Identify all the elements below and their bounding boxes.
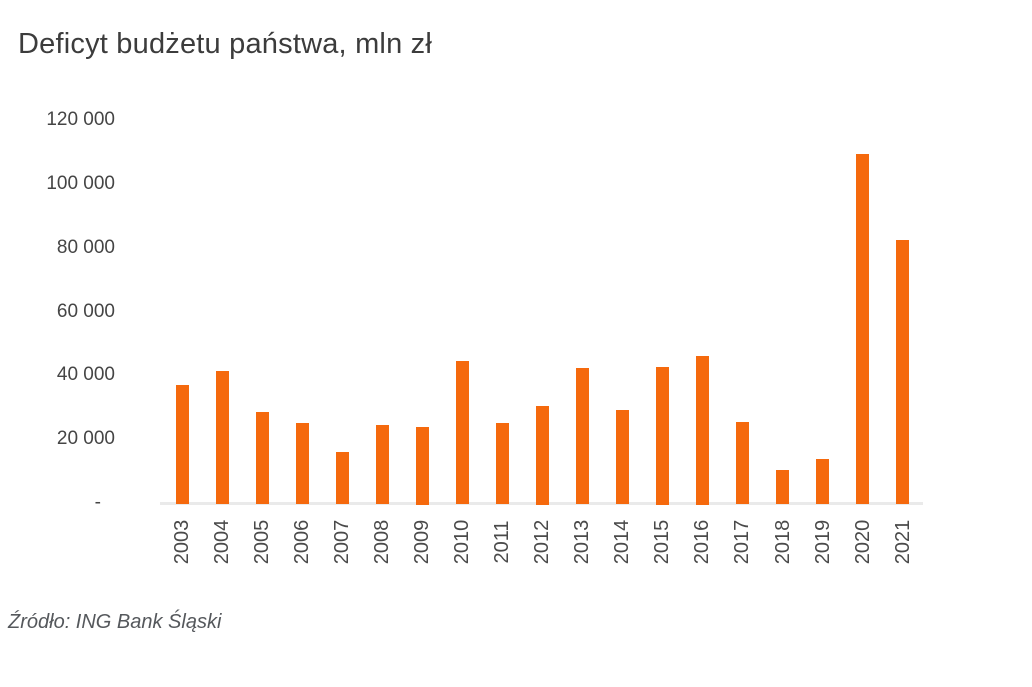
x-tick-label-2018: 2018 [771, 519, 794, 565]
y-tick-label-40000: 40 000 [56, 364, 115, 386]
bar-2006 [295, 422, 309, 505]
y-tick-label-60000: 60 000 [56, 300, 115, 322]
x-tick-label-2019: 2019 [811, 519, 834, 565]
bar-2009 [415, 427, 429, 505]
x-tick-label-2020: 2020 [851, 519, 874, 565]
x-tick-label-2013: 2013 [571, 519, 594, 565]
bar-2015 [655, 367, 669, 505]
x-tick-label-2007: 2007 [331, 519, 354, 565]
bar-2017 [735, 421, 749, 505]
y-tick-label-120000: 120 000 [46, 109, 115, 130]
bar-2010 [455, 360, 469, 505]
bar-2007 [335, 451, 349, 505]
x-tick-label-2016: 2016 [691, 519, 714, 565]
bar-2019 [816, 459, 829, 505]
x-tick-label-2009: 2009 [411, 519, 434, 565]
bar-2013 [575, 368, 589, 505]
bar-2020 [856, 154, 869, 505]
x-tick-label-2014: 2014 [611, 519, 634, 565]
source-caption: Źródło: ING Bank Śląski [8, 611, 222, 633]
bar-2016 [695, 355, 709, 505]
x-tick-label-2004: 2004 [211, 519, 233, 565]
x-tick-label-2015: 2015 [651, 519, 674, 565]
bar-2012 [535, 406, 549, 505]
bar-2011 [495, 422, 509, 505]
bar-2014 [615, 410, 629, 505]
y-tick-label-20000: 20 000 [56, 428, 115, 450]
bar-2008 [375, 425, 389, 505]
bar-2003 [175, 384, 189, 505]
x-tick-label-2017: 2017 [731, 519, 754, 565]
chart-title: Deficyt budżetu państwa, mln zł [18, 28, 432, 60]
x-tick-label-2011: 2011 [491, 520, 514, 564]
x-tick-label-2006: 2006 [291, 519, 314, 565]
x-tick-label-2012: 2012 [531, 519, 554, 565]
x-tick-label-2003: 2003 [171, 519, 193, 565]
bar-2004 [215, 370, 229, 505]
y-tick-label-100000: 100 000 [46, 172, 115, 194]
y-tick-label-0: - [94, 492, 101, 513]
x-tick-label-2008: 2008 [371, 519, 394, 565]
x-tick-label-2010: 2010 [451, 519, 474, 565]
bar-2018 [776, 469, 789, 505]
bar-2005 [255, 412, 269, 505]
bar-2021 [896, 240, 909, 505]
x-tick-label-2005: 2005 [251, 519, 274, 565]
x-tick-label-2021: 2021 [891, 519, 914, 565]
y-tick-label-80000: 80 000 [56, 236, 115, 258]
